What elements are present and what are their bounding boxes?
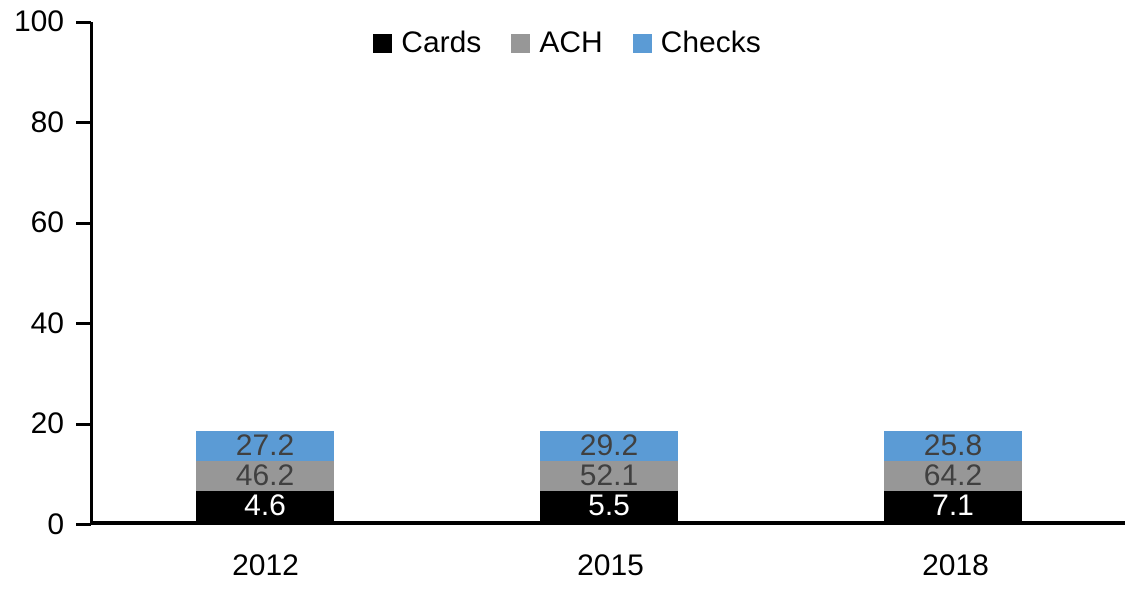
bar-2015-cards-value: 5.5 bbox=[588, 489, 630, 522]
y-axis-tick bbox=[76, 222, 91, 225]
category-slot-2012: 4.6 46.2 27.2 bbox=[93, 22, 437, 521]
y-axis-tick bbox=[76, 322, 91, 325]
y-axis-label-0: 0 bbox=[47, 508, 64, 541]
y-axis-tick bbox=[76, 423, 91, 426]
legend-item-cards: Cards bbox=[373, 28, 481, 58]
x-axis: 2012 2015 2018 bbox=[93, 549, 1128, 583]
bar-2012: 4.6 46.2 27.2 bbox=[196, 431, 334, 521]
bar-2015-checks-value: 29.2 bbox=[579, 429, 639, 462]
bar-2015-ach-value: 52.1 bbox=[579, 459, 639, 492]
bar-2018-ach-value: 64.2 bbox=[923, 459, 983, 492]
bar-2015: 5.5 52.1 29.2 bbox=[540, 431, 678, 521]
y-axis-label-40: 40 bbox=[30, 307, 64, 340]
legend-label-ach: ACH bbox=[539, 26, 603, 59]
x-axis-label-2018: 2018 bbox=[922, 549, 989, 582]
category-slot-2015: 5.5 52.1 29.2 bbox=[437, 22, 781, 521]
bar-2018-cards-value: 7.1 bbox=[932, 489, 974, 522]
x-axis-label-2015: 2015 bbox=[577, 549, 644, 582]
bar-2012-cards-value: 4.6 bbox=[244, 489, 286, 522]
y-axis-tick bbox=[76, 21, 91, 24]
legend-label-checks: Checks bbox=[660, 26, 761, 59]
legend-label-cards: Cards bbox=[401, 26, 482, 59]
bar-2012-cards-segment: 4.6 bbox=[196, 491, 334, 521]
bar-2012-checks-segment: 27.2 bbox=[196, 431, 334, 461]
ach-swatch-icon bbox=[511, 33, 531, 53]
bar-2012-ach-segment: 46.2 bbox=[196, 461, 334, 491]
bar-2012-ach-value: 46.2 bbox=[235, 459, 295, 492]
checks-swatch-icon bbox=[632, 33, 652, 53]
plot-area: 4.6 46.2 27.2 5.5 52.1 29.2 bbox=[90, 22, 1125, 525]
cards-swatch-icon bbox=[373, 33, 393, 53]
y-axis-label-80: 80 bbox=[30, 106, 64, 139]
category-slot-2018: 7.1 64.2 25.8 bbox=[781, 22, 1125, 521]
bar-2018-checks-value: 25.8 bbox=[923, 429, 983, 462]
bar-2018: 7.1 64.2 25.8 bbox=[884, 431, 1022, 521]
bar-2015-ach-segment: 52.1 bbox=[540, 461, 678, 491]
x-axis-label-2012: 2012 bbox=[232, 549, 299, 582]
bar-2015-checks-segment: 29.2 bbox=[540, 431, 678, 461]
y-axis-tick bbox=[76, 121, 91, 124]
bar-2012-checks-value: 27.2 bbox=[235, 429, 295, 462]
legend-item-ach: ACH bbox=[511, 26, 603, 59]
y-axis-label-60: 60 bbox=[30, 206, 64, 239]
legend-item-checks: Checks bbox=[632, 26, 761, 59]
bar-2018-ach-segment: 64.2 bbox=[884, 461, 1022, 491]
bar-2018-checks-segment: 25.8 bbox=[884, 431, 1022, 461]
y-axis-label-100: 100 bbox=[13, 5, 64, 38]
y-axis-tick bbox=[76, 523, 91, 526]
bar-2018-cards-segment: 7.1 bbox=[884, 491, 1022, 521]
bar-2015-cards-segment: 5.5 bbox=[540, 491, 678, 521]
legend: Cards ACH Checks bbox=[0, 28, 1134, 58]
y-axis-label-20: 20 bbox=[30, 407, 64, 440]
